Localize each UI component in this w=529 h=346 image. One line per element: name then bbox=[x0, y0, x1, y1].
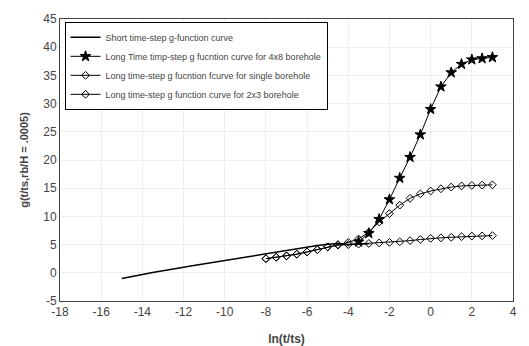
svg-text:-8: -8 bbox=[261, 305, 272, 319]
svg-text:Long time-step g fucntion fcur: Long time-step g fucntion fcurve for sin… bbox=[106, 71, 311, 81]
svg-text:25: 25 bbox=[43, 125, 57, 139]
svg-text:ln(t/ts): ln(t/ts) bbox=[268, 332, 305, 346]
svg-text:-10: -10 bbox=[216, 305, 234, 319]
svg-text:0: 0 bbox=[427, 305, 434, 319]
svg-text:2: 2 bbox=[468, 305, 475, 319]
svg-text:20: 20 bbox=[43, 153, 57, 167]
svg-text:-16: -16 bbox=[93, 305, 111, 319]
svg-text:Long time-step g function curv: Long time-step g function curve for 2x3 … bbox=[106, 90, 299, 100]
svg-text:40: 40 bbox=[43, 40, 57, 54]
svg-text:4: 4 bbox=[510, 305, 517, 319]
svg-text:-4: -4 bbox=[343, 305, 354, 319]
svg-text:g(t/ts,rb/H = .0005): g(t/ts,rb/H = .0005) bbox=[18, 112, 30, 208]
svg-text:-2: -2 bbox=[384, 305, 395, 319]
svg-text:-12: -12 bbox=[175, 305, 193, 319]
svg-text:0: 0 bbox=[50, 266, 57, 280]
svg-text:-18: -18 bbox=[51, 305, 69, 319]
svg-text:Long Time timp-step g fucntion: Long Time timp-step g fucntion curve for… bbox=[106, 52, 321, 62]
svg-text:5: 5 bbox=[50, 238, 57, 252]
svg-text:-6: -6 bbox=[302, 305, 313, 319]
svg-text:10: 10 bbox=[43, 210, 57, 224]
svg-text:15: 15 bbox=[43, 181, 57, 195]
svg-text:45: 45 bbox=[43, 12, 57, 26]
svg-text:Short time-step g-function cur: Short time-step g-function curve bbox=[106, 33, 234, 43]
svg-text:-5: -5 bbox=[46, 294, 57, 308]
svg-text:-14: -14 bbox=[134, 305, 152, 319]
svg-text:35: 35 bbox=[43, 69, 57, 83]
svg-text:30: 30 bbox=[43, 97, 57, 111]
